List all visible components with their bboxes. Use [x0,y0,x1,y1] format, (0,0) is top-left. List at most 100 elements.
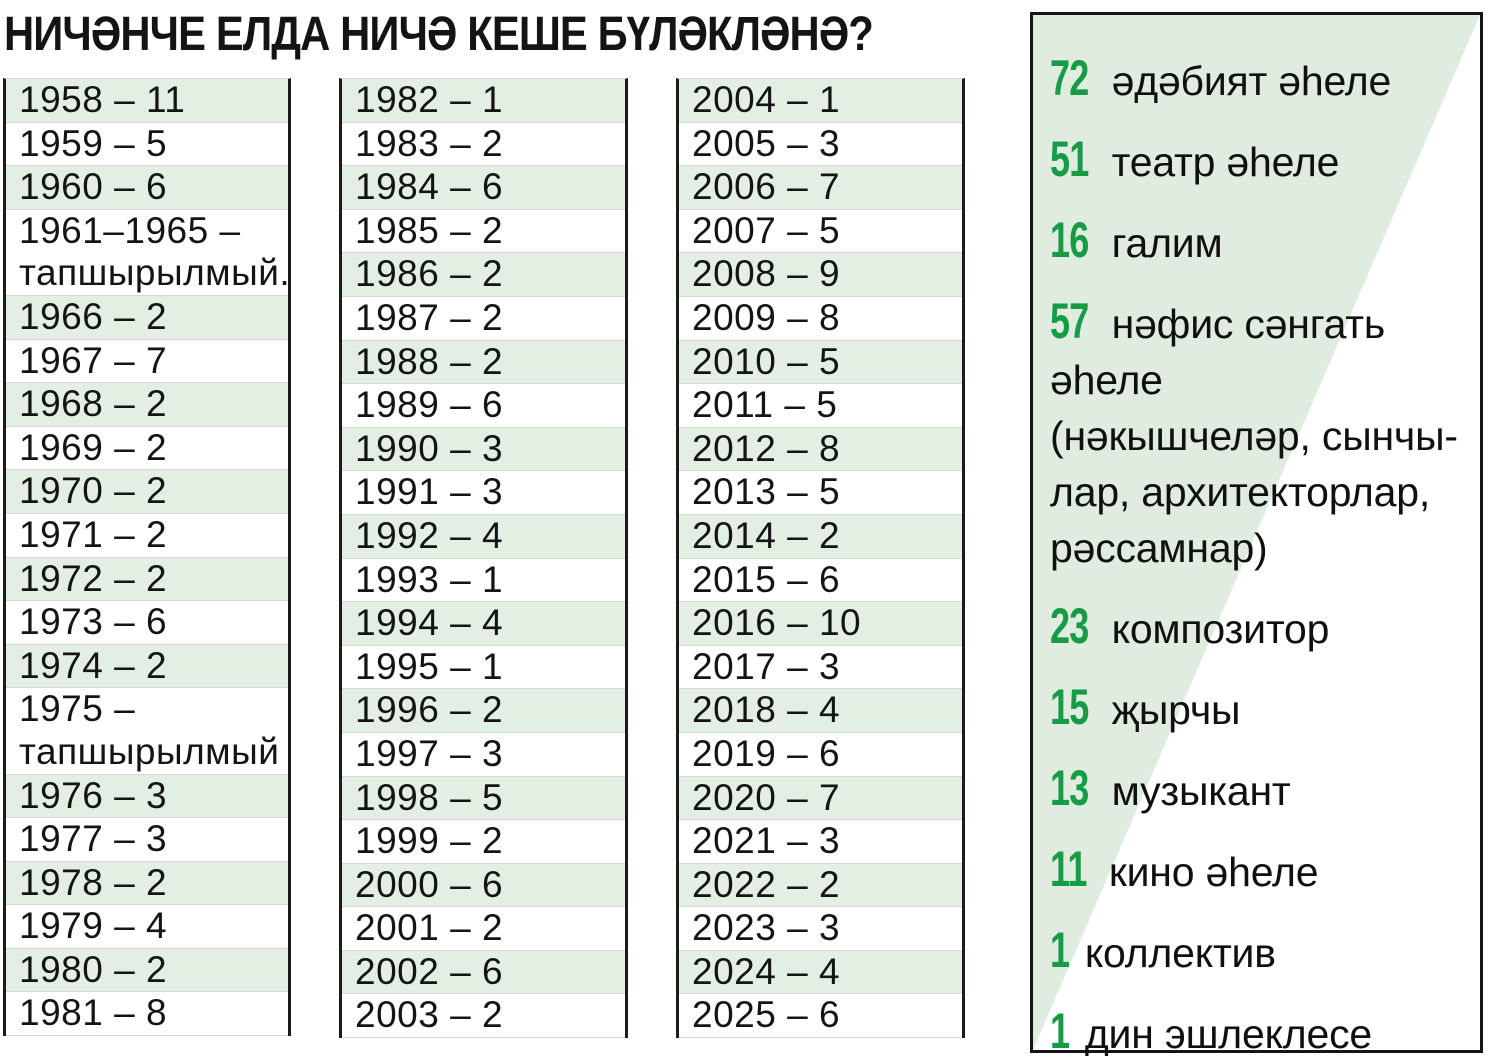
table-row: 1988 – 2 [342,340,625,385]
legend-count: 16 [1050,212,1089,268]
table-row: 1961–1965 – тапшырылмый. [6,209,290,296]
table-row: 2023 – 3 [679,907,962,951]
table-row: 2006 – 7 [679,166,962,210]
table-row: 2014 – 2 [679,514,962,559]
table-row: 1995 – 1 [342,645,625,690]
legend-count: 1 [1050,1003,1070,1059]
table-row: 2012 – 8 [679,427,962,472]
year-table-column-1: 1958 – 11 1959 – 5 1960 – 6 1961–1965 – тап… [3,78,291,1037]
table-row: 2004 – 1 [679,79,962,123]
table-row: 1958 – 11 [6,79,288,123]
table-row: 2001 – 2 [342,907,625,951]
legend-count: 13 [1050,760,1089,816]
legend-item: 11 кино әһеле [1050,841,1468,905]
table-row: 2009 – 8 [679,296,962,341]
legend-label: галим [1111,220,1223,266]
table-row: 1981 – 8 [6,992,288,1037]
table-row: 2005 – 3 [679,122,962,167]
legend-label: нәфис сәнгать әһеле (нәкышчеләр, сынчы- … [1050,301,1458,571]
table-row: 1967 – 7 [6,339,288,384]
legend-count: 11 [1050,841,1087,897]
table-row: 1977 – 3 [6,818,288,862]
table-row: 2016 – 10 [679,602,962,646]
legend-count: 72 [1050,50,1089,106]
table-row: 1971 – 2 [6,513,288,558]
table-row: 2007 – 5 [679,209,962,254]
table-row: 2017 – 3 [679,645,962,690]
legend-label: композитор [1111,606,1330,652]
table-row: 2020 – 7 [679,776,962,821]
table-row: 1991 – 3 [342,471,625,515]
table-row: 1990 – 3 [342,427,625,472]
legend-label: әдәбият әһеле [1111,58,1392,104]
legend-item: 72 әдәбият әһеле [1050,50,1468,114]
page-title: НИЧӘНЧЕ ЕЛДА НИЧӘ КЕШЕ БҮЛӘКЛӘНӘ? [4,8,874,61]
table-row: 1974 – 2 [6,644,288,689]
legend-count: 57 [1050,293,1089,349]
legend-label: коллектив [1084,930,1276,976]
table-row: 2022 – 2 [679,863,962,908]
table-row: 2003 – 2 [342,994,625,1039]
table-row: 1979 – 4 [6,905,288,949]
year-table-column-3: 2004 – 1 2005 – 3 2006 – 7 2007 – 5 2008 – 9… [676,78,965,1039]
table-row: 2000 – 6 [342,863,625,908]
table-row: 1996 – 2 [342,689,625,733]
legend-panel: 72 әдәбият әһеле 51 театр әһеле 16 галим 57 нәф… [1030,12,1483,1057]
table-row: 2008 – 9 [679,253,962,297]
table-row: 1966 – 2 [6,295,288,340]
legend-label: дин эшлеклесе [1084,1011,1373,1057]
table-row: 1993 – 1 [342,558,625,603]
table-row: 1984 – 6 [342,166,625,210]
table-row: 2010 – 5 [679,340,962,385]
table-row: 1989 – 6 [342,384,625,428]
table-row: 2002 – 6 [342,950,625,995]
year-table-column-2: 1982 – 1 1983 – 2 1984 – 6 1985 – 2 1986 – 2… [339,78,628,1039]
legend-item: 51 театр әһеле [1050,131,1468,195]
table-row: 1994 – 4 [342,602,625,646]
table-row: 1983 – 2 [342,122,625,167]
table-row: 1970 – 2 [6,470,288,514]
table-row: 1997 – 3 [342,732,625,777]
legend-label: музыкант [1111,768,1291,814]
table-row: 1992 – 4 [342,514,625,559]
legend-item: 57 нәфис сәнгать әһеле (нәкышчеләр, сынчы… [1050,293,1468,581]
legend-item: 23 композитор [1050,598,1468,662]
legend-item: 1 дин эшлеклесе [1050,1003,1468,1060]
table-row: 2025 – 6 [679,994,962,1039]
table-row: 2013 – 5 [679,471,962,515]
table-row: 2018 – 4 [679,689,962,733]
legend-count: 15 [1050,679,1089,735]
table-row: 1969 – 2 [6,426,288,471]
table-row: 2019 – 6 [679,732,962,777]
table-row: 1999 – 2 [342,820,625,864]
table-row: 1998 – 5 [342,776,625,821]
legend-count: 23 [1050,598,1089,654]
legend-item: 16 галим [1050,212,1468,276]
table-row: 1968 – 2 [6,383,288,427]
table-row: 2011 – 5 [679,384,962,428]
table-row: 1987 – 2 [342,296,625,341]
table-row: 2024 – 4 [679,950,962,995]
table-row: 1980 – 2 [6,948,288,993]
table-row: 1978 – 2 [6,861,288,906]
legend-item: 15 җырчы [1050,679,1468,743]
table-row: 1985 – 2 [342,209,625,254]
legend-label: кино әһеле [1108,849,1319,895]
table-row: 1986 – 2 [342,253,625,297]
table-row: 2021 – 3 [679,820,962,864]
legend-count: 51 [1050,131,1089,187]
legend-item: 1 коллектив [1050,922,1468,986]
legend-label: театр әһеле [1111,139,1340,185]
table-row: 1975 – тапшырылмый [6,688,288,775]
legend-count: 1 [1050,922,1070,978]
legend-list: 72 әдәбият әһеле 51 театр әһеле 16 галим 57 нәф… [1033,15,1480,1060]
legend-item: 13 музыкант [1050,760,1468,824]
table-row: 1982 – 1 [342,79,625,123]
table-row: 1973 – 6 [6,601,288,645]
table-row: 1972 – 2 [6,557,288,602]
legend-label: җырчы [1111,687,1241,733]
table-row: 1960 – 6 [6,166,288,210]
table-row: 2015 – 6 [679,558,962,603]
table-row: 1976 – 3 [6,774,288,819]
